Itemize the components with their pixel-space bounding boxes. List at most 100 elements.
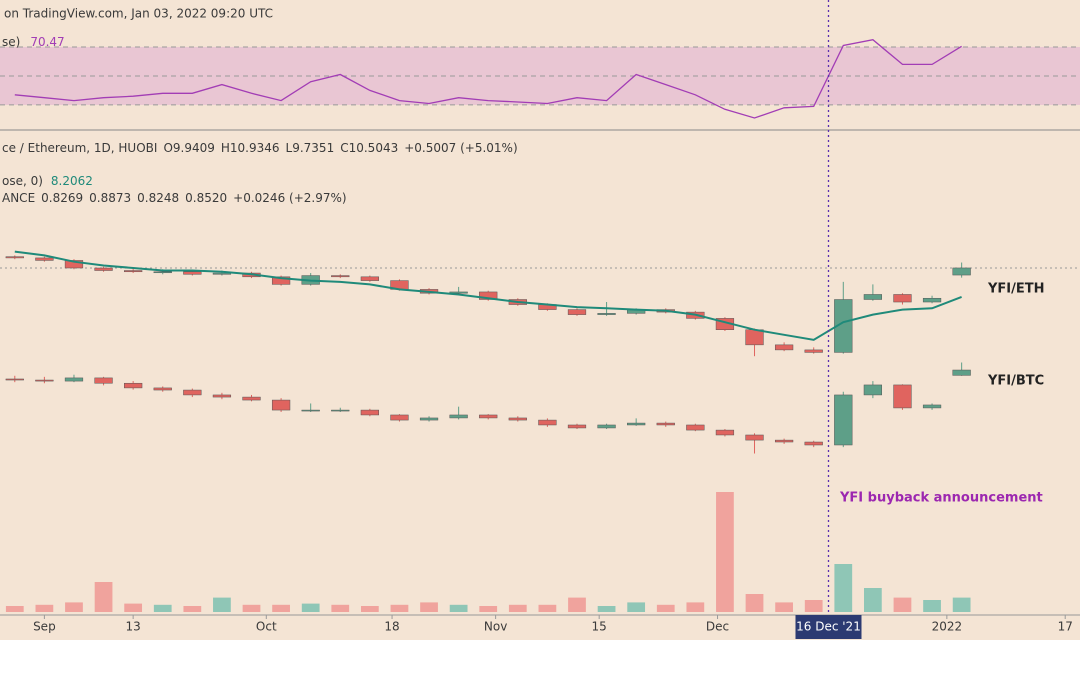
- legend-item: 0.8873: [89, 191, 131, 205]
- candle-body: [242, 396, 261, 401]
- candle-body: [508, 417, 527, 421]
- candle-body: [952, 267, 971, 276]
- x-tick-label: 18: [384, 620, 399, 634]
- legend-item: 0.8520: [185, 191, 227, 205]
- candle-body: [153, 387, 172, 391]
- candle-body: [952, 369, 971, 376]
- legend-item: 0.8269: [41, 191, 83, 205]
- volume-bar: [893, 597, 912, 612]
- ma-legend-name: ose, 0): [2, 174, 43, 188]
- volume-bar: [183, 606, 202, 612]
- ma-legend-value: 8.2062: [51, 174, 93, 188]
- candle-body: [331, 409, 350, 412]
- rsi-legend-name: se): [2, 35, 20, 49]
- candle-body: [449, 291, 468, 294]
- candle-body: [745, 329, 764, 346]
- candle-body: [183, 271, 202, 275]
- candle-body: [271, 276, 291, 285]
- legend-item: +0.5007 (+5.01%): [404, 141, 517, 155]
- volume-bar: [153, 604, 172, 612]
- candle-body: [656, 422, 675, 426]
- header: on TradingView.com, Jan 03, 2022 09:20 U…: [4, 7, 273, 21]
- candle-body: [479, 291, 498, 300]
- candle-body: [360, 409, 379, 416]
- candle-body: [745, 434, 764, 441]
- volume-bar: [804, 600, 823, 612]
- candle-body: [212, 394, 232, 398]
- volume-bar: [124, 603, 143, 612]
- candle-body: [301, 409, 320, 412]
- candle-body: [419, 417, 439, 421]
- candle-body: [597, 424, 616, 429]
- legend-item: ANCE: [2, 191, 35, 205]
- candle-body: [567, 424, 587, 429]
- volume-bar: [479, 606, 498, 612]
- annotation: YFI buyback announcement: [839, 491, 1043, 506]
- candle-body: [686, 424, 705, 431]
- candle-body: [94, 267, 113, 271]
- time-axis-background: [0, 615, 1080, 640]
- series-legend: ANCE 0.8269 0.8873 0.8248 0.8520 +0.0246 (+2.…: [2, 191, 347, 205]
- candle-body: [597, 313, 616, 315]
- volume-bar: [597, 606, 616, 612]
- x-tick-label: 15: [592, 620, 607, 634]
- candle-body: [893, 294, 912, 303]
- candle-body: [863, 384, 883, 396]
- candle-body: [449, 414, 468, 419]
- volume-bar: [775, 602, 793, 612]
- volume-bar: [65, 602, 83, 612]
- candle-body: [774, 439, 794, 443]
- legend-item: O9.9409: [163, 141, 214, 155]
- volume-bar: [508, 604, 527, 612]
- candle-body: [5, 378, 24, 381]
- candle-body: [834, 299, 853, 353]
- volume-bar: [272, 604, 290, 612]
- series-label: YFI/BTC: [987, 374, 1044, 389]
- volume-bar: [301, 603, 320, 612]
- volume-bar: [745, 594, 764, 612]
- candle-body: [124, 382, 143, 389]
- candle-body: [360, 276, 379, 281]
- legend-item: 0.8248: [137, 191, 179, 205]
- candle-body: [64, 260, 84, 269]
- series-legend: ce / Ethereum, 1D, HUOBI O9.9409 H10.9346 L…: [2, 141, 518, 155]
- rsi-line: [14, 39, 962, 119]
- x-tick-label: Oct: [256, 620, 277, 634]
- x-tick-label: Dec: [706, 620, 729, 634]
- candle-body: [922, 404, 942, 409]
- volume-bar: [360, 606, 379, 612]
- ma-legend: ose, 0) 8.2062: [2, 174, 93, 188]
- candle-body: [183, 389, 202, 396]
- volume-bar: [716, 492, 734, 612]
- volume-bar: [834, 564, 853, 612]
- candle-body: [627, 422, 646, 426]
- legend-item: ce / Ethereum, 1D, HUOBI: [2, 141, 157, 155]
- candle-body: [804, 349, 823, 353]
- legend-item: H10.9346: [221, 141, 280, 155]
- volume-bar: [420, 602, 438, 612]
- candle-body: [774, 344, 794, 351]
- x-tick-label: Nov: [484, 620, 507, 634]
- volume-bar: [923, 600, 941, 612]
- series-label: YFI/ETH: [987, 282, 1045, 297]
- candle-body: [922, 297, 942, 303]
- legend-item: +0.0246 (+2.97%): [233, 191, 346, 205]
- highlight-tick-label: 16 Dec '21: [796, 620, 861, 634]
- volume-bar: [538, 604, 557, 612]
- candle-body: [331, 275, 350, 278]
- candle-body: [479, 414, 498, 419]
- volume-bar: [449, 604, 468, 612]
- candle-body: [64, 377, 84, 382]
- volume-bar: [94, 582, 113, 612]
- candle-body: [212, 272, 232, 275]
- volume-bar: [331, 604, 350, 612]
- rsi-legend: se) 70.47: [2, 35, 65, 49]
- candle-body: [271, 399, 291, 411]
- highlight-tick-box: [795, 615, 862, 639]
- volume-bar: [213, 597, 231, 612]
- volume-bar: [242, 604, 261, 612]
- volume-bar: [686, 602, 705, 612]
- candle-body: [35, 379, 54, 382]
- x-tick-label: 13: [126, 620, 141, 634]
